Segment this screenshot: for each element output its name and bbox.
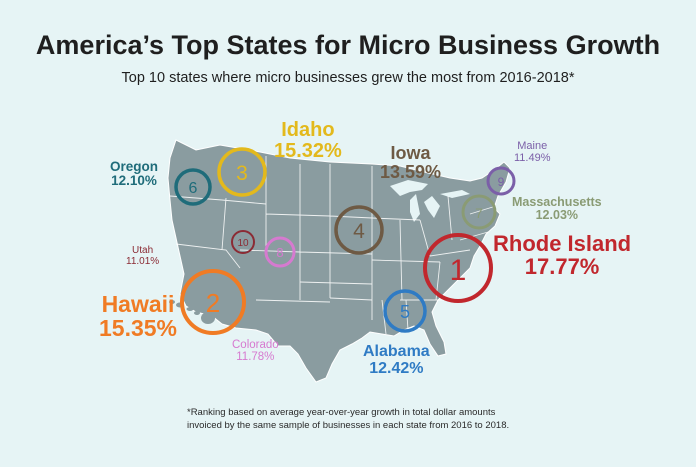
state-name: Iowa [390,143,431,163]
rank-circles [174,147,516,335]
rank-circle-3 [217,147,267,197]
state-name: Hawaii [101,291,175,317]
rank-number-6: 6 [189,180,198,197]
rank-numbers: 1 2 3 4 5 6 7 8 9 10 [189,162,505,322]
label-massachusetts: Massachusetts 12.03% [512,195,602,223]
label-alabama: Alabama 12.42% [363,343,430,378]
state-value: 11.78% [236,351,275,364]
page-title: America’s Top States for Micro Business … [35,30,661,60]
rank-number-8: 8 [276,245,283,260]
state-name: Massachusetts [512,195,602,209]
state-name: Alabama [363,343,430,360]
label-utah: Utah 11.01% [126,245,160,267]
rank-circle-2 [180,269,246,335]
rank-circle-6 [174,168,212,206]
rank-number-3: 3 [236,162,248,185]
state-value: 11.01% [126,255,160,267]
state-name: Idaho [281,119,335,141]
rank-circle-7 [461,194,497,230]
label-idaho: Idaho 15.32% [274,120,342,162]
rank-number-2: 2 [206,288,220,318]
rank-number-5: 5 [400,302,410,322]
rank-circle-1 [423,233,493,303]
great-lakes [390,180,470,222]
state-name: Oregon [110,159,159,174]
state-name: Utah [132,245,154,256]
rank-circle-4 [334,205,384,255]
state-value: 12.42% [369,359,424,377]
state-value: 15.35% [99,315,178,342]
rank-number-1: 1 [450,254,467,287]
rank-circle-9 [486,166,516,196]
state-value: 13.59% [380,161,442,182]
state-value: 12.03% [535,208,579,223]
rank-number-9: 9 [498,175,505,189]
label-iowa: Iowa 13.59% [380,144,441,182]
state-name: Maine [517,140,548,152]
state-value: 12.10% [111,173,157,189]
rank-number-10: 10 [237,238,249,249]
label-colorado: Colorado 11.78% [232,339,279,363]
rank-circle-10 [231,230,255,254]
rank-number-7: 7 [475,205,483,221]
rank-circle-5 [383,289,427,333]
label-hawaii: Hawaii 15.35% [99,292,177,340]
rank-circle-8 [264,236,296,268]
label-maine: Maine 11.49% [514,140,551,164]
label-oregon: Oregon 12.10% [110,159,159,189]
state-name: Rhode Island [493,231,632,256]
footnote: *Ranking based on average year-over-year… [187,407,510,431]
label-rhode-island: Rhode Island 17.77% [493,232,631,278]
state-value: 15.32% [274,140,342,162]
state-value: 17.77% [524,254,600,280]
rank-number-4: 4 [353,220,365,243]
state-name: Colorado [232,339,279,351]
state-value: 11.49% [514,151,551,164]
page-subtitle: Top 10 states where micro businesses gre… [121,70,575,86]
state-borders [169,156,497,335]
